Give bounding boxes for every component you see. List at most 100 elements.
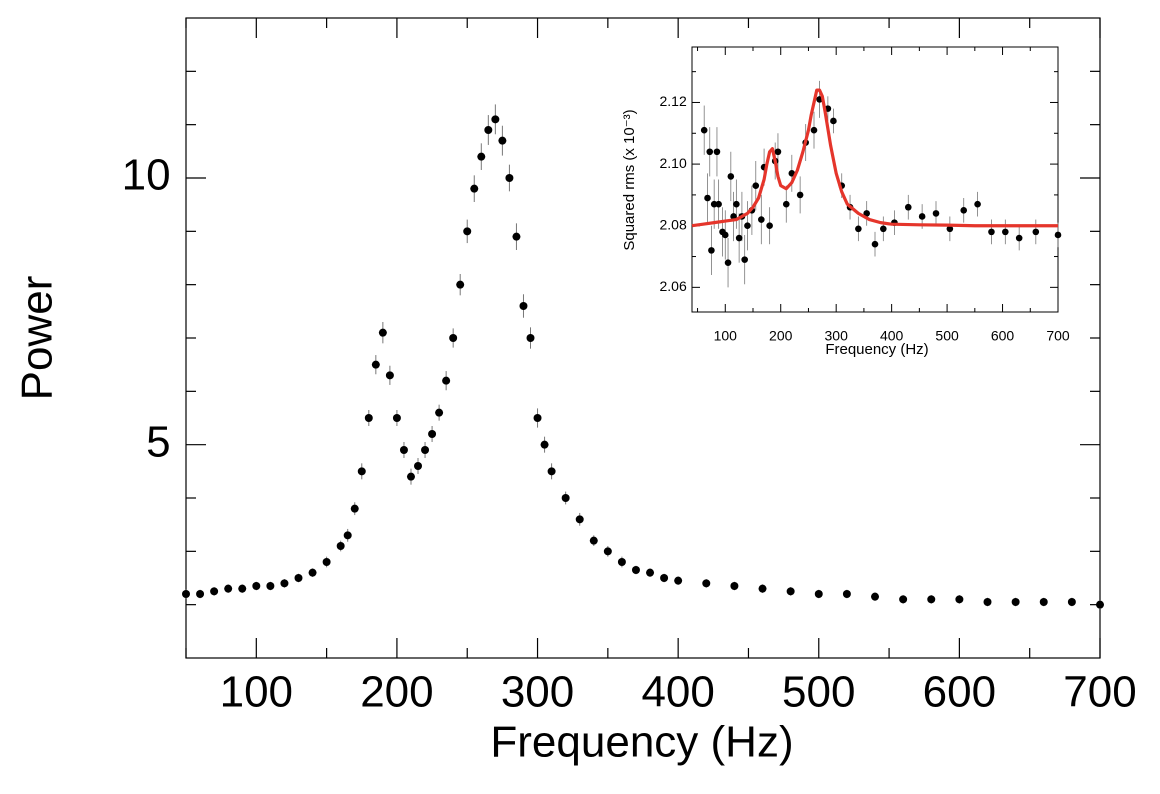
- data-point: [414, 462, 423, 470]
- data-point: [660, 574, 669, 582]
- data-point: [733, 200, 740, 208]
- x-tick-label: 500: [935, 328, 959, 344]
- data-point: [904, 203, 912, 211]
- data-point: [238, 584, 247, 593]
- data-point: [252, 582, 261, 590]
- data-point: [721, 231, 729, 239]
- data-point: [708, 247, 715, 254]
- data-point: [702, 579, 711, 588]
- data-point: [715, 200, 722, 208]
- data-point: [392, 414, 401, 422]
- data-point: [498, 136, 507, 145]
- data-point: [744, 222, 751, 230]
- data-point: [505, 174, 514, 182]
- y-tick-label: 2.08: [660, 216, 687, 232]
- x-tick-label: 600: [923, 667, 996, 716]
- data-point: [899, 595, 908, 604]
- data-point: [1015, 234, 1023, 242]
- y-tick-label: 2.10: [660, 155, 687, 171]
- data-point: [224, 584, 233, 593]
- data-point: [863, 210, 870, 217]
- data-point: [406, 472, 415, 481]
- data-point: [428, 430, 437, 438]
- x-tick-label: 700: [1046, 328, 1070, 344]
- data-point: [918, 213, 926, 220]
- data-point: [442, 376, 451, 385]
- data-point: [470, 184, 479, 193]
- x-tick-label: 100: [714, 328, 738, 344]
- data-point: [540, 440, 549, 449]
- y-axis-label: Squared rms (x 10⁻³): [621, 109, 638, 250]
- data-point: [533, 414, 542, 422]
- data-point: [871, 592, 880, 601]
- data-point: [983, 598, 992, 606]
- data-point: [960, 207, 968, 214]
- data-point: [814, 590, 823, 598]
- x-axis-label: Frequency (Hz): [490, 718, 793, 767]
- data-point: [294, 574, 303, 582]
- data-point: [421, 446, 430, 454]
- data-point: [796, 191, 804, 199]
- data-point: [1002, 228, 1009, 236]
- x-tick-label: 200: [769, 328, 793, 344]
- data-point: [788, 170, 796, 177]
- data-point: [561, 494, 570, 502]
- y-tick-label: 5: [146, 417, 170, 466]
- data-point: [730, 582, 739, 590]
- data-point: [378, 328, 387, 337]
- data-point: [724, 259, 732, 266]
- data-point: [308, 568, 317, 577]
- data-point: [1039, 598, 1048, 606]
- data-point: [758, 584, 767, 593]
- x-axis-label: Frequency (Hz): [825, 341, 928, 358]
- x-tick-label: 300: [501, 667, 574, 716]
- data-point: [674, 576, 683, 585]
- data-point: [706, 148, 714, 156]
- data-point: [336, 542, 345, 550]
- data-point: [603, 547, 612, 556]
- y-tick-label: 10: [122, 151, 171, 200]
- data-point: [617, 558, 626, 566]
- data-point: [700, 126, 708, 134]
- data-point: [752, 182, 760, 189]
- x-tick-label: 400: [880, 328, 904, 344]
- data-point: [932, 210, 940, 217]
- data-point: [758, 216, 765, 223]
- data-point: [575, 515, 584, 524]
- data-point: [631, 566, 640, 574]
- data-point: [512, 232, 521, 241]
- data-point: [946, 225, 954, 233]
- data-point: [1096, 600, 1104, 609]
- data-point: [477, 152, 486, 161]
- x-tick-label: 600: [991, 328, 1015, 344]
- data-point: [713, 148, 721, 156]
- data-point: [385, 371, 394, 380]
- data-point: [435, 408, 444, 417]
- y-tick-label: 2.12: [660, 93, 687, 109]
- data-point: [871, 240, 879, 248]
- data-point: [786, 587, 795, 596]
- data-point: [646, 568, 655, 577]
- data-point: [491, 115, 500, 124]
- data-point: [1032, 228, 1040, 236]
- data-point: [774, 148, 782, 156]
- x-tick-label: 300: [825, 328, 849, 344]
- x-tick-label: 700: [1063, 667, 1136, 716]
- fit-line: [691, 88, 1058, 228]
- data-point: [449, 334, 458, 342]
- y-axis-label: Power: [13, 276, 62, 401]
- data-point: [842, 590, 851, 598]
- data-point: [266, 582, 275, 590]
- data-point: [589, 536, 598, 545]
- data-point: [1067, 598, 1076, 606]
- data-point: [484, 126, 493, 134]
- data-point: [350, 504, 359, 513]
- data-point: [727, 173, 735, 180]
- data-point: [974, 200, 981, 208]
- data-point: [741, 256, 748, 263]
- x-tick-label: 500: [782, 667, 855, 716]
- data-point: [456, 280, 465, 289]
- data-point: [955, 595, 964, 604]
